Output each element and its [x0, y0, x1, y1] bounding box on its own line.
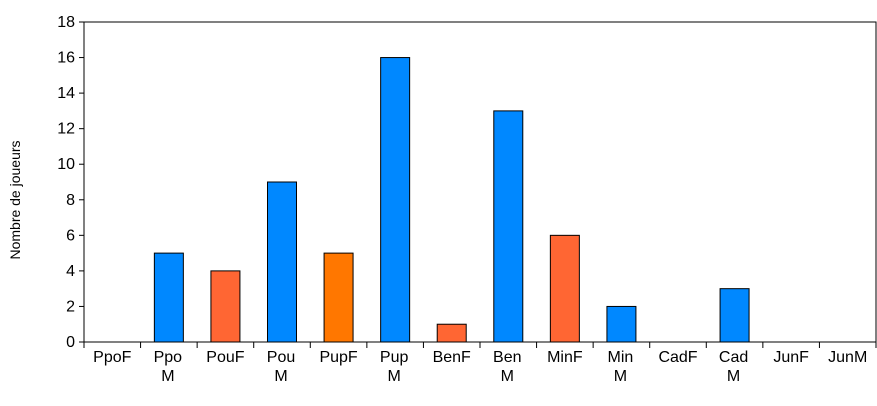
bar — [436, 323, 467, 343]
x-tick-label: CadF — [658, 349, 697, 366]
x-tick-label: PpoF — [93, 349, 131, 366]
y-tick-label: 16 — [57, 50, 75, 67]
bar — [380, 57, 411, 343]
plot-frame — [83, 21, 877, 343]
y-tick-label: 6 — [66, 227, 75, 244]
bar — [549, 234, 580, 343]
x-tick-label: BenF — [433, 349, 471, 366]
y-tick-label: 18 — [57, 14, 75, 31]
y-axis-label: Nombre de joueurs — [7, 140, 23, 259]
bars-group — [153, 57, 750, 343]
bar — [606, 305, 637, 343]
x-tick-label: PouF — [206, 349, 244, 366]
bar — [153, 252, 184, 343]
x-tick-label: Min M — [608, 349, 634, 385]
x-tick-label: PupF — [319, 349, 357, 366]
x-tick-label: Cad M — [719, 349, 748, 385]
y-tick-label: 8 — [66, 192, 75, 209]
y-tick-label: 10 — [57, 156, 75, 173]
y-tick-label: 14 — [57, 85, 75, 102]
x-tick-label: Ben M — [493, 349, 521, 385]
bar — [719, 288, 750, 343]
labels-group: 0 2 4 6 8 10 12 14 16 18 PpoF Ppo M PouF Pou M PupF Pup M B… — [57, 14, 867, 385]
bar — [493, 110, 524, 343]
x-tick-label: Pup M — [380, 349, 409, 385]
bar — [210, 270, 241, 343]
y-tick-label: 12 — [57, 121, 75, 138]
x-tick-label: Ppo M — [154, 349, 183, 385]
y-tick-label: 4 — [66, 263, 75, 280]
y-tick-label: 0 — [66, 334, 75, 351]
x-tick-label: MinF — [547, 349, 583, 366]
x-tick-label: Pou M — [267, 349, 295, 385]
bar — [323, 252, 354, 343]
axes-group — [79, 21, 877, 348]
x-tick-label: JunM — [828, 349, 867, 366]
x-tick-label: JunF — [773, 349, 809, 366]
y-tick-label: 2 — [66, 298, 75, 315]
bar — [267, 181, 297, 343]
